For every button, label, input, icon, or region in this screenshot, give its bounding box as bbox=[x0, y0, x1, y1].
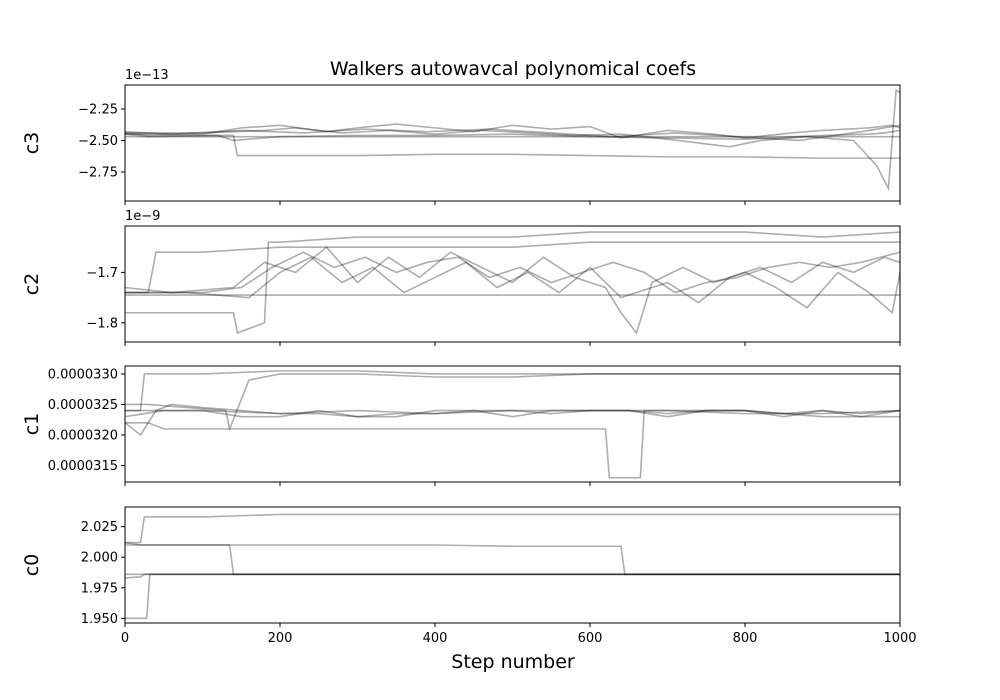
x-axis-label: Step number bbox=[451, 651, 575, 673]
walker-line-4 bbox=[125, 88, 900, 192]
x-tick-label: 400 bbox=[423, 631, 448, 646]
walker-line-3 bbox=[125, 123, 900, 139]
y-tick-label: 1.950 bbox=[81, 612, 118, 627]
y-tick-label: −2.25 bbox=[78, 102, 118, 117]
subplot-c2: −1.7 −1.8 c2 1e−9 bbox=[21, 209, 901, 346]
y-tick-label: 0.0000330 bbox=[48, 367, 118, 382]
walker-line-1 bbox=[125, 370, 900, 412]
y-tick-label: 0.0000315 bbox=[48, 459, 118, 474]
walker-line-4 bbox=[125, 403, 900, 437]
walker-line-1 bbox=[125, 241, 900, 294]
figure-title: Walkers autowavcal polynomical coefs bbox=[330, 58, 696, 80]
y-axis-label-c0: c0 bbox=[21, 554, 43, 577]
walker-traces bbox=[125, 231, 900, 335]
subplot-c0: 1.950 1.975 2.000 2.025 0 200 400 600 800 1000 c0 bbox=[21, 506, 917, 646]
walker-line-6 bbox=[125, 251, 900, 294]
walker-traces bbox=[125, 513, 900, 620]
walker-line-4 bbox=[125, 246, 900, 335]
walker-line-5 bbox=[125, 409, 900, 418]
y-axis-label-c2: c2 bbox=[21, 273, 43, 296]
walker-line-4 bbox=[125, 573, 900, 620]
axes-frame bbox=[124, 506, 901, 624]
walker-traces bbox=[125, 88, 900, 192]
x-tick-label: 1000 bbox=[883, 631, 916, 646]
y-tick-label: 1.975 bbox=[81, 581, 118, 596]
y-tick-label: −2.75 bbox=[78, 166, 118, 181]
y-tick-label: −1.8 bbox=[86, 316, 118, 331]
walker-line-5 bbox=[125, 256, 900, 304]
subplot-c1: 0.0000315 0.0000320 0.0000325 0.0000330 c1 bbox=[21, 365, 901, 486]
y-tick-label: −1.7 bbox=[86, 266, 118, 281]
x-tick-label: 200 bbox=[268, 631, 293, 646]
y-tick-label: −2.50 bbox=[78, 134, 118, 149]
walker-line-2 bbox=[125, 373, 900, 432]
axis-offset-label: 1e−9 bbox=[125, 209, 160, 224]
y-tick-label: 0.0000325 bbox=[48, 398, 118, 413]
walker-traces bbox=[125, 370, 900, 479]
walker-line-3 bbox=[125, 544, 900, 576]
walker-line-2 bbox=[125, 132, 900, 159]
y-tick-label: 2.025 bbox=[81, 520, 118, 535]
walker-line-1 bbox=[125, 513, 900, 544]
subplot-c3: −2.25 −2.50 −2.75 c3 1e−13 bbox=[21, 68, 901, 205]
walker-line-5 bbox=[125, 573, 900, 579]
y-axis-label-c1: c1 bbox=[21, 413, 43, 436]
axis-offset-label: 1e−13 bbox=[125, 68, 169, 83]
x-tick-label: 800 bbox=[733, 631, 758, 646]
x-tick-label: 0 bbox=[121, 631, 129, 646]
y-axis-label-c3: c3 bbox=[21, 132, 43, 155]
axes-frame bbox=[124, 84, 901, 202]
axes-frame bbox=[124, 225, 901, 343]
walker-line-3 bbox=[125, 409, 900, 479]
walker-line-2 bbox=[125, 541, 900, 576]
y-tick-label: 0.0000320 bbox=[48, 428, 118, 443]
subplot-stack: −2.25 −2.50 −2.75 c3 1e−13 −1.7 −1.8 c2 1e−9 0.00… bbox=[21, 68, 917, 646]
x-tick-label: 600 bbox=[578, 631, 603, 646]
axes-frame bbox=[124, 365, 901, 483]
walker-line-6 bbox=[125, 124, 900, 142]
y-tick-label: 2.000 bbox=[81, 551, 118, 566]
walker-line-6 bbox=[125, 409, 900, 415]
walker-line-2 bbox=[125, 231, 900, 334]
walker-line-1 bbox=[125, 129, 900, 142]
